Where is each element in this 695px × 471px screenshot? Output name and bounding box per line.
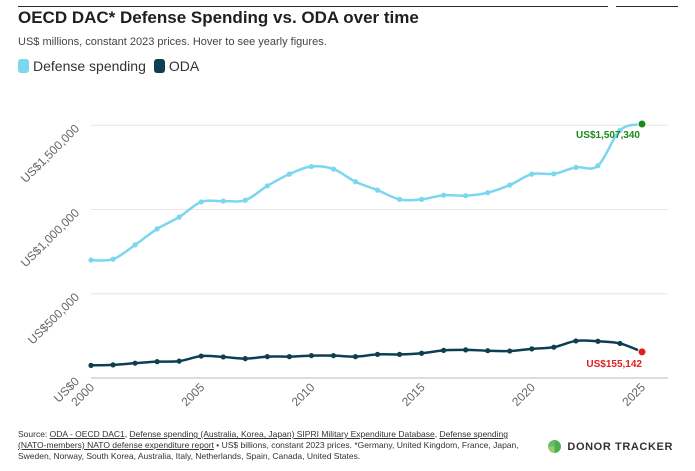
source-note: Source: ODA - OECD DAC1, Defense spendin… [18, 429, 538, 462]
legend-item-oda[interactable]: ODA [153, 58, 200, 74]
data-point-oda [441, 347, 447, 353]
data-point-oda [264, 354, 270, 360]
source-link-nato[interactable]: Defense spending (NATO-members) NATO def… [18, 429, 508, 450]
data-point-oda [154, 359, 160, 365]
legend-label-defense: Defense spending [33, 58, 146, 74]
x-tick-label: 2015 [399, 380, 428, 409]
data-point-defense [110, 256, 116, 262]
top-rule-right [616, 6, 678, 7]
data-point-defense [132, 242, 138, 248]
data-point-oda [176, 358, 182, 364]
data-point-defense [551, 171, 557, 177]
data-point-defense [308, 163, 314, 170]
data-point-oda [286, 354, 292, 360]
series-line-oda [90, 339, 643, 367]
data-point-oda [330, 352, 337, 359]
data-point-oda [220, 354, 226, 360]
legend-swatch-defense [18, 59, 29, 73]
data-point-defense [507, 182, 513, 188]
data-point-defense [220, 198, 226, 204]
data-point-defense [573, 164, 579, 170]
data-point-defense [637, 119, 647, 129]
data-point-oda [551, 344, 557, 350]
line-chart: US$0US$500,000US$1,000,000US$1,500,00020… [18, 119, 668, 409]
x-tick-label: 2005 [179, 380, 208, 409]
data-point-defense [176, 214, 182, 220]
data-point-defense [330, 166, 337, 172]
source-sep-1: , [124, 429, 130, 439]
data-point-oda [198, 353, 204, 359]
data-point-defense [463, 193, 469, 199]
data-point-defense [617, 127, 623, 133]
data-label-defense: US$1,507,340 [576, 130, 640, 141]
data-point-oda [396, 351, 403, 358]
source-suffix: • US$ billions, constant 2023 prices. *G… [18, 440, 519, 461]
data-point-defense [441, 192, 447, 198]
brand[interactable]: DONOR TRACKER [548, 440, 673, 453]
chart-title: OECD DAC* Defense Spending vs. ODA over … [18, 8, 419, 27]
data-point-defense [352, 179, 359, 185]
data-point-oda [485, 348, 491, 354]
y-tick-label: US$1,500,000 [18, 121, 82, 185]
data-point-defense [264, 183, 270, 189]
data-point-oda [463, 347, 469, 353]
x-tick-label: 2020 [509, 380, 538, 409]
data-point-oda [573, 338, 579, 344]
data-point-oda [595, 338, 601, 344]
data-label-oda: US$155,142 [586, 359, 642, 370]
chart-subtitle: US$ millions, constant 2023 prices. Hove… [18, 36, 327, 48]
data-point-oda [352, 354, 359, 360]
legend-label-oda: ODA [168, 58, 200, 74]
data-point-defense [88, 257, 94, 263]
data-point-defense [242, 197, 248, 203]
data-point-oda [110, 362, 116, 368]
source-sep-2: , [434, 429, 440, 439]
data-point-oda [242, 356, 248, 362]
source-link-oda[interactable]: ODA - OECD DAC1 [49, 429, 125, 439]
data-point-defense [529, 171, 535, 177]
data-point-defense [154, 226, 160, 232]
legend-swatch-oda [153, 59, 165, 73]
data-point-oda [617, 340, 623, 347]
data-point-oda [374, 351, 381, 358]
data-point-oda [529, 346, 535, 352]
data-point-defense [374, 187, 381, 193]
data-point-oda [88, 362, 94, 368]
legend-item-defense[interactable]: Defense spending [18, 58, 146, 74]
data-point-defense [595, 163, 601, 169]
legend: Defense spending ODA [18, 58, 207, 74]
y-tick-label: US$1,000,000 [18, 206, 82, 270]
x-tick-label: 2025 [619, 380, 648, 409]
data-point-oda [308, 352, 314, 359]
data-point-oda [637, 347, 647, 357]
source-link-sipri[interactable]: Defense spending (Australia, Korea, Japa… [129, 429, 435, 439]
data-point-oda [507, 348, 513, 354]
x-tick-label: 2010 [289, 380, 318, 409]
data-point-defense [419, 196, 425, 203]
brand-name: DONOR TRACKER [567, 440, 673, 453]
data-point-defense [396, 196, 403, 203]
series-line-defense [90, 122, 643, 262]
data-point-defense [485, 190, 491, 196]
data-point-defense [286, 171, 292, 177]
top-rule-left [18, 6, 608, 7]
data-point-oda [132, 360, 138, 366]
data-point-oda [419, 350, 425, 356]
y-tick-label: US$500,000 [25, 290, 82, 347]
source-prefix: Source: [18, 429, 50, 439]
data-point-defense [198, 199, 204, 205]
donor-tracker-logo-icon [548, 440, 562, 453]
